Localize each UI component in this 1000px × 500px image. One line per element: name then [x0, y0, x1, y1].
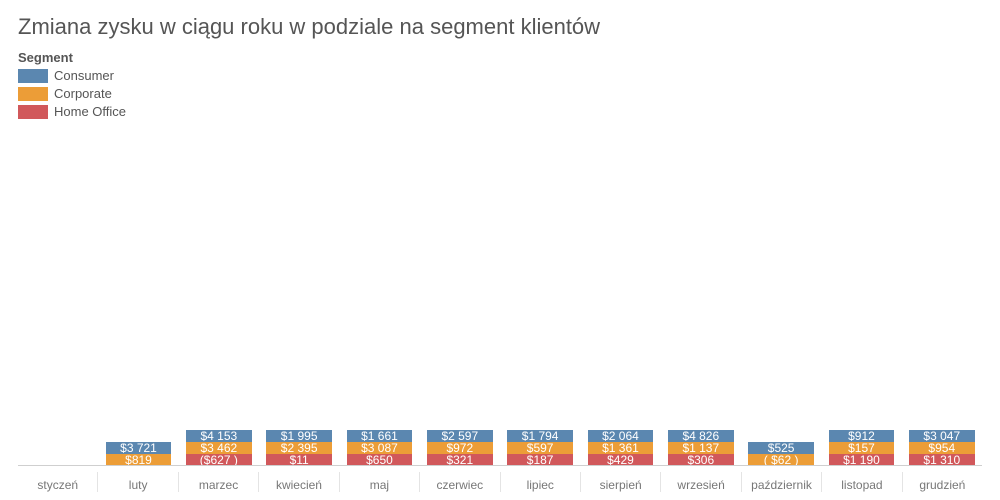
bar-segment-consumer: $2 064	[588, 430, 654, 442]
bar-slot: $912$157$1 190	[821, 62, 901, 466]
bar: $4 826$1 137$306	[668, 430, 734, 466]
bar-slot: $2 597$972$321	[420, 62, 500, 466]
bar-slot: $1 794$597$187	[500, 62, 580, 466]
bar-segment-consumer: $4 153	[186, 430, 252, 442]
bar-segment-corporate: $3 087	[347, 442, 413, 454]
bar: $1 995$2 395$11	[266, 430, 332, 466]
bar-segment-corporate: $2 395	[266, 442, 332, 454]
x-axis-label: lipiec	[500, 472, 580, 492]
x-axis-label: marzec	[178, 472, 258, 492]
x-axis-label: luty	[97, 472, 177, 492]
bar-slot: $3 721$819	[98, 62, 178, 466]
bar-segment-consumer: $3 047	[909, 430, 975, 442]
bar-segment-corporate: $597	[507, 442, 573, 454]
bar-segment-consumer: $525	[748, 442, 814, 454]
bar-segment-corporate: $954	[909, 442, 975, 454]
x-axis: styczeńlutymarzeckwiecieńmajczerwieclipi…	[18, 472, 982, 492]
bar-slot	[18, 62, 98, 466]
bar-segment-consumer: $912	[829, 430, 895, 442]
x-baseline	[18, 465, 982, 466]
bar-slot: $4 153$3 462($627 )	[179, 62, 259, 466]
bar: $2 597$972$321	[427, 430, 493, 466]
bar-segment-consumer: $2 597	[427, 430, 493, 442]
x-axis-label: wrzesień	[660, 472, 740, 492]
bar-slot: $3 047$954$1 310	[902, 62, 982, 466]
bar-segment-corporate: $1 361	[588, 442, 654, 454]
x-axis-label: kwiecień	[258, 472, 338, 492]
x-axis-label: październik	[741, 472, 821, 492]
bar: $1 661$3 087$650	[347, 430, 413, 466]
bar-segment-corporate: $157	[829, 442, 895, 454]
bar: $3 721$819	[106, 442, 172, 466]
bar-segment-consumer: $1 794	[507, 430, 573, 442]
bar: $912$157$1 190	[829, 430, 895, 466]
plot-area: $3 721$819 $4 153$3 462($627 ) $1 995$2 39…	[18, 62, 982, 466]
bar-segment-corporate: $1 137	[668, 442, 734, 454]
stacked-bar-chart: Zmiana zysku w ciągu roku w podziale na …	[0, 0, 1000, 500]
x-axis-label: maj	[339, 472, 419, 492]
bar: $3 047$954$1 310	[909, 430, 975, 466]
bar-segment-consumer: $4 826	[668, 430, 734, 442]
bar-segment-consumer: $1 995	[266, 430, 332, 442]
bar-slot: $1 661$3 087$650	[339, 62, 419, 466]
x-axis-label: sierpień	[580, 472, 660, 492]
x-axis-label: styczeń	[18, 472, 97, 492]
x-axis-label: listopad	[821, 472, 901, 492]
bar-slot: $1 995$2 395$11	[259, 62, 339, 466]
bar: $4 153$3 462($627 )	[186, 430, 252, 466]
bar-segment-consumer: $3 721	[106, 442, 172, 454]
bar-slot: $4 826$1 137$306	[661, 62, 741, 466]
bar-slot: $2 064$1 361$429	[580, 62, 660, 466]
bar: $1 794$597$187	[507, 430, 573, 466]
bar-segment-corporate: $972	[427, 442, 493, 454]
bar-slot: $525( $62 )	[741, 62, 821, 466]
x-axis-label: czerwiec	[419, 472, 499, 492]
bar-segment-consumer: $1 661	[347, 430, 413, 442]
bar: $2 064$1 361$429	[588, 430, 654, 466]
bar: $525( $62 )	[748, 442, 814, 466]
bar-segment-corporate: $3 462	[186, 442, 252, 454]
bars-container: $3 721$819 $4 153$3 462($627 ) $1 995$2 39…	[18, 62, 982, 466]
x-axis-label: grudzień	[902, 472, 982, 492]
chart-title: Zmiana zysku w ciągu roku w podziale na …	[18, 14, 982, 40]
